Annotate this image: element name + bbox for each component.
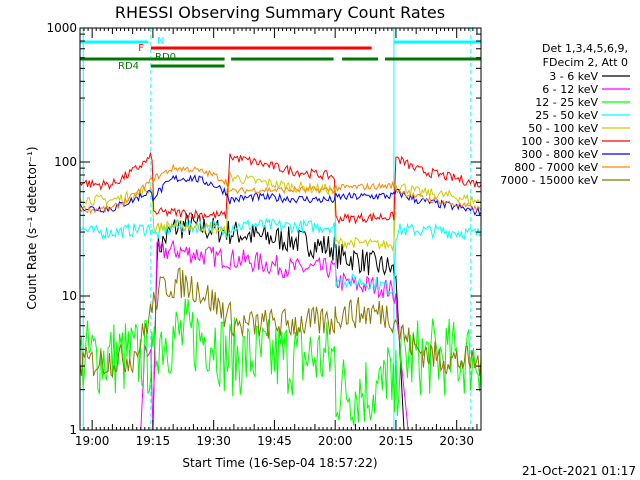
y-tick-label: 100 [54,155,77,169]
series-line-100to300keV [80,151,481,225]
y-axis-label: Count Rate (s⁻¹ detector⁻¹) [25,146,39,309]
plot-frame [79,27,482,431]
flag-label-rd4: RD4 [118,61,139,72]
x-tick-label: 20:30 [439,434,474,448]
axes: 1 10 100 1000 19:00 19:15 19:30 19:45 20:00 20:15… [46,21,482,448]
legend-entry-label: 300 - 800 keV [521,148,598,161]
y-tick-label: 10 [62,289,77,303]
legend: Det 1,3,4,5,6,9, FDecim 2, Att 0 3 - 6 k… [500,42,630,187]
legend-entry-label: 12 - 25 keV [535,96,598,109]
x-tick-label: 19:30 [196,434,231,448]
series-line-50to100keV [80,171,481,252]
legend-header-line-2: FDecim 2, Att 0 [543,56,628,69]
flag-label-n: N [157,36,164,47]
timestamp: 21-Oct-2021 01:17 [522,464,636,478]
series-line-25to50keV [80,217,481,295]
series-line-300to800keV [80,174,481,216]
plot-area: N F RD0 RD4 [80,28,481,430]
legend-entry-label: 7000 - 15000 keV [500,174,598,187]
legend-entry-label: 50 - 100 keV [528,122,598,135]
legend-entry-label: 3 - 6 keV [549,70,598,83]
x-tick-label: 20:15 [379,434,414,448]
x-tick-label: 19:00 [75,434,110,448]
x-tick-label: 19:15 [136,434,171,448]
x-tick-label: 20:00 [318,434,353,448]
legend-entry-label: 6 - 12 keV [542,83,598,96]
series-line-7000to15000keV [80,267,481,378]
legend-entry-label: 800 - 7000 keV [514,161,598,174]
series-line-12to25keV [80,298,481,426]
legend-header-line-1: Det 1,3,4,5,6,9, [542,42,628,55]
series-line-3to6keV [80,212,481,430]
chart-title: RHESSI Observing Summary Count Rates [115,3,445,22]
x-tick-label: 19:45 [257,434,292,448]
y-tick-label: 1000 [46,21,77,35]
legend-entry-label: 100 - 300 keV [521,135,598,148]
flag-label-f: F [138,43,144,54]
legend-entry-label: 25 - 50 keV [535,109,598,122]
x-axis-label: Start Time (16-Sep-04 18:57:22) [182,456,377,470]
flag-label-rd0: RD0 [155,52,176,63]
series-line-800to7000keV [80,163,481,215]
y-tick-label: 1 [69,423,77,437]
